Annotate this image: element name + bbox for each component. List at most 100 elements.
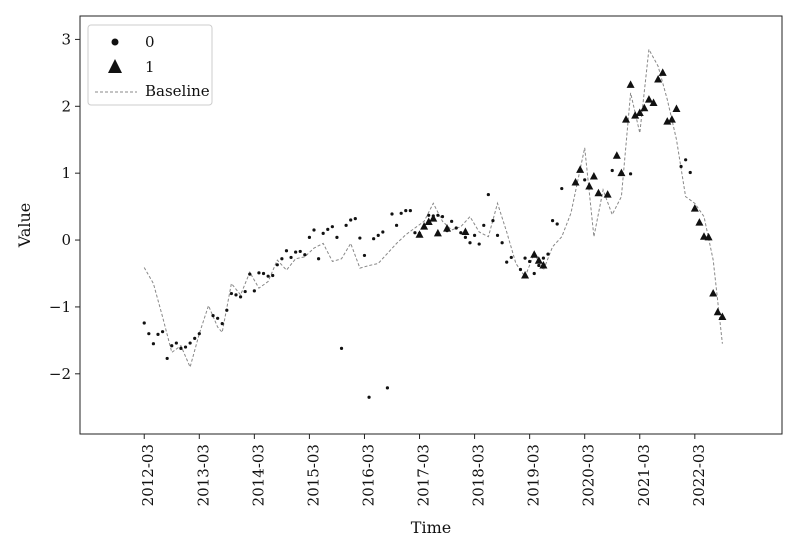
- y-tick-label: 3: [61, 30, 71, 48]
- series-0-point: [610, 168, 614, 173]
- y-tick-label: 1: [61, 164, 71, 182]
- series-0-point: [505, 260, 509, 264]
- series-1-point: [649, 98, 658, 106]
- series-0-point: [427, 213, 431, 217]
- series-0-point: [197, 332, 201, 336]
- y-axis-label: Value: [15, 203, 34, 249]
- series-1-point: [429, 214, 438, 222]
- series-0-point: [468, 241, 472, 245]
- series-0-point: [179, 346, 183, 350]
- series-0-point: [532, 271, 536, 276]
- series-0-point: [546, 252, 550, 256]
- x-tick-label: 2015-03: [304, 444, 322, 506]
- y-tick-label: 0: [61, 231, 71, 249]
- series-0-point: [523, 256, 527, 260]
- series-0-point: [220, 322, 224, 326]
- x-axis-label: Time: [411, 518, 451, 537]
- series-0-point: [147, 332, 151, 336]
- series-0-point: [376, 233, 380, 237]
- series-0-point: [454, 226, 458, 230]
- series-0-point: [555, 222, 559, 226]
- series-0-point: [183, 345, 188, 349]
- series-0-point: [495, 233, 500, 237]
- x-tick-label: 2022-03: [690, 444, 708, 506]
- series-0-point: [316, 257, 321, 261]
- series-0-point: [541, 256, 546, 260]
- series-0-point: [353, 217, 357, 221]
- series-1-point: [663, 117, 672, 125]
- legend-label-1: 1: [145, 58, 155, 76]
- series-1-point: [612, 151, 621, 159]
- x-tick-label: 2019-03: [525, 444, 543, 506]
- series-1-point: [420, 222, 429, 230]
- baseline-series: [143, 47, 723, 369]
- series-0-point: [459, 231, 463, 235]
- x-tick-label: 2021-03: [635, 444, 653, 506]
- legend-triangle-marker: [108, 59, 122, 73]
- series-0-point: [450, 219, 454, 223]
- series-0-point: [335, 235, 339, 239]
- series-1-point: [576, 165, 585, 173]
- series-0-point: [440, 215, 445, 219]
- y-tick-label: −2: [49, 365, 71, 383]
- baseline-line: [143, 47, 723, 369]
- series-0-point: [330, 225, 334, 229]
- series-1-point: [644, 95, 653, 103]
- legend-label-0: 0: [145, 33, 155, 51]
- series-1-point: [704, 232, 713, 241]
- series-0-point: [477, 242, 481, 246]
- series-0-point: [312, 228, 316, 232]
- series-0-point: [372, 237, 376, 241]
- series-0-point: [436, 213, 440, 217]
- y-tick-label: 2: [61, 97, 71, 115]
- series-0-point: [193, 336, 197, 340]
- series-0-point: [394, 223, 399, 227]
- series-0-point: [679, 164, 683, 169]
- series-0-point: [390, 212, 394, 216]
- series-1-point: [718, 312, 727, 320]
- series-0-point: [243, 289, 247, 294]
- legend-circle-marker: [111, 38, 119, 46]
- series-0-point: [216, 316, 220, 320]
- series-0-point: [307, 235, 312, 239]
- series-0-point: [174, 341, 178, 345]
- series-0-point: [225, 308, 229, 312]
- series-0-point: [271, 273, 275, 278]
- series-1-point: [530, 250, 539, 258]
- series-1-point: [654, 75, 663, 83]
- series-0-point: [404, 209, 408, 213]
- series-0-point: [151, 342, 156, 346]
- x-tick-label: 2013-03: [194, 444, 212, 506]
- series-0-point: [550, 219, 555, 223]
- series-1-point: [667, 115, 676, 123]
- series-1-point: [672, 104, 681, 112]
- series-0-point: [170, 344, 174, 348]
- series-0-point: [500, 241, 504, 245]
- series-0-point: [211, 314, 215, 318]
- series-1-point: [622, 115, 630, 123]
- series-1-point: [443, 224, 452, 232]
- x-tick-label: 2016-03: [359, 444, 377, 506]
- legend: 0 1 Baseline: [87, 24, 213, 106]
- legend-label-baseline: Baseline: [145, 82, 210, 100]
- series-0-point: [413, 231, 417, 235]
- data-points: [142, 68, 727, 399]
- series-0-point: [165, 356, 169, 361]
- series-0-point: [560, 186, 564, 191]
- series-0-point: [284, 249, 289, 253]
- series-0-point: [248, 272, 252, 276]
- series-1-point: [594, 188, 603, 197]
- series-0-point: [294, 250, 298, 254]
- series-0-point: [688, 170, 692, 175]
- series-1-point: [539, 260, 548, 269]
- series-0-point: [349, 218, 353, 222]
- series-0-point: [472, 233, 477, 237]
- series-0-point: [266, 274, 270, 278]
- series-0-point: [275, 263, 279, 267]
- series-0-point: [339, 346, 344, 350]
- series-0-point: [238, 295, 243, 299]
- series-1-point: [709, 289, 718, 297]
- x-tick-label: 2017-03: [415, 444, 433, 506]
- x-tick-label: 2014-03: [249, 444, 267, 506]
